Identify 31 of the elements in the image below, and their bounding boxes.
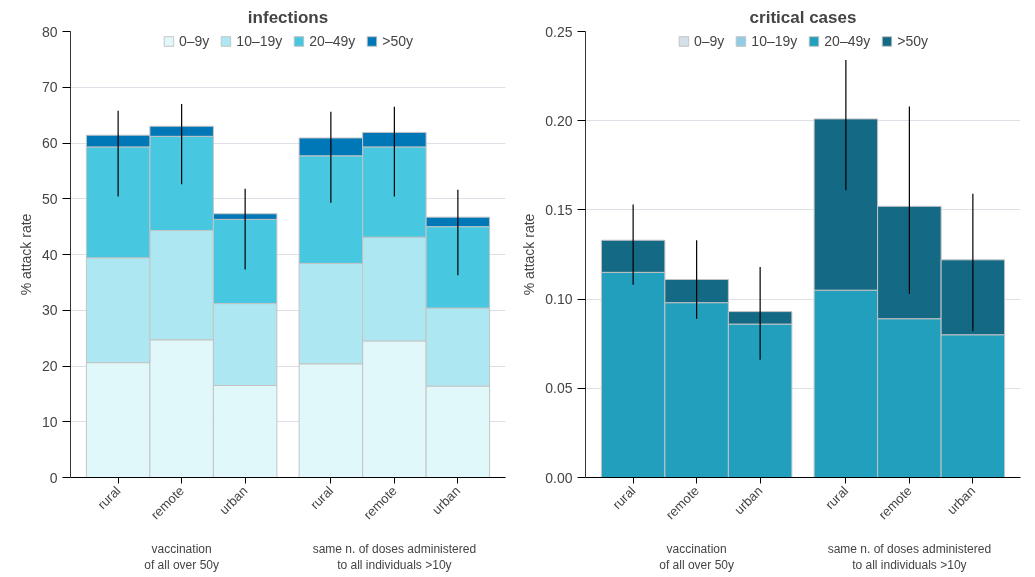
legend-label: 10–19y <box>236 33 283 49</box>
y-tick-label: 30 <box>41 302 58 319</box>
y-tick-label: 0.20 <box>545 112 573 129</box>
legend-label: 0–9y <box>179 33 210 49</box>
y-tick-label: 0.10 <box>545 291 573 308</box>
y-axis-title: % attack rate <box>521 213 538 296</box>
text: vaccination of all over 50y <box>659 541 734 573</box>
y-tick-label: 40 <box>41 246 58 263</box>
y-tick-label: 0.00 <box>545 469 573 486</box>
y-tick-label: 10 <box>41 413 58 430</box>
legend-label: 20–49y <box>824 33 871 49</box>
y-tick-label: 0.15 <box>545 201 573 218</box>
legend-label: 10–19y <box>751 33 798 49</box>
legend-label: 0–9y <box>694 33 725 49</box>
text: vaccination of all over 50y <box>144 541 219 573</box>
y-tick-label: 80 <box>41 23 58 40</box>
legend-label: >50y <box>382 33 413 49</box>
y-tick-label: 0.25 <box>545 23 573 40</box>
legend-label: >50y <box>897 33 928 49</box>
text: same n. of doses administered to all individuals >10y <box>312 541 477 573</box>
y-tick-label: 70 <box>41 79 58 96</box>
y-tick-label: 60 <box>41 135 58 151</box>
y-tick-label: 0 <box>49 469 58 486</box>
y-tick-label: 20 <box>41 358 58 374</box>
legend-label: 20–49y <box>309 33 356 49</box>
text: same n. of doses administered to all individuals >10y <box>827 541 992 573</box>
y-tick-label: 0.05 <box>545 380 573 397</box>
y-tick-label: 50 <box>41 190 58 207</box>
chart-title: infections <box>247 7 329 27</box>
y-axis-title: % attack rate <box>17 213 34 296</box>
chart-title: critical cases <box>749 7 857 27</box>
